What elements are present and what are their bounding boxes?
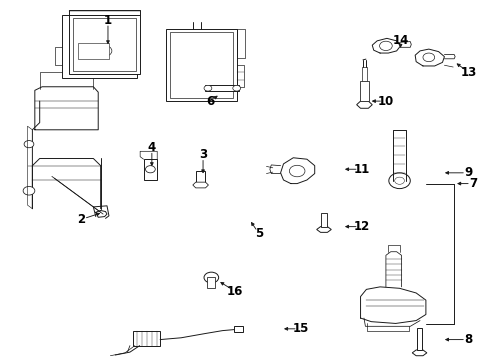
Text: 4: 4 — [147, 141, 156, 154]
Bar — [69, 15, 140, 74]
Text: 5: 5 — [254, 227, 263, 240]
Text: 15: 15 — [292, 322, 308, 335]
Circle shape — [422, 53, 434, 62]
Circle shape — [97, 45, 112, 56]
Polygon shape — [356, 101, 371, 108]
Circle shape — [24, 140, 34, 148]
Text: 8: 8 — [464, 333, 472, 346]
Circle shape — [203, 272, 218, 283]
Circle shape — [379, 41, 391, 50]
Text: 7: 7 — [468, 177, 477, 190]
Text: 16: 16 — [226, 285, 243, 298]
Bar — [133, 330, 160, 346]
Bar — [78, 42, 109, 59]
Text: 9: 9 — [464, 166, 472, 179]
Polygon shape — [411, 350, 426, 356]
Circle shape — [388, 173, 409, 189]
Text: 10: 10 — [377, 95, 393, 108]
Bar — [143, 159, 157, 180]
Circle shape — [145, 166, 155, 173]
Text: 2: 2 — [77, 213, 85, 226]
Text: 3: 3 — [199, 148, 207, 161]
Bar — [207, 277, 215, 288]
Text: 6: 6 — [206, 95, 214, 108]
Bar — [170, 32, 232, 98]
Bar — [166, 30, 237, 101]
Circle shape — [23, 186, 35, 195]
Polygon shape — [316, 226, 330, 232]
Bar — [205, 85, 238, 91]
Circle shape — [203, 85, 211, 91]
Circle shape — [232, 85, 240, 91]
Bar — [416, 328, 422, 350]
Bar — [61, 15, 137, 78]
Circle shape — [289, 165, 305, 177]
Bar — [359, 81, 368, 101]
Text: 14: 14 — [391, 33, 408, 47]
Text: 1: 1 — [103, 14, 112, 27]
Text: 12: 12 — [353, 220, 369, 233]
Polygon shape — [192, 182, 208, 188]
Circle shape — [394, 177, 404, 184]
Bar — [233, 326, 242, 332]
Bar — [361, 67, 366, 81]
Text: 11: 11 — [353, 163, 369, 176]
Bar — [73, 18, 136, 71]
Bar — [321, 213, 326, 226]
Text: 13: 13 — [460, 66, 476, 79]
Bar — [195, 171, 205, 184]
